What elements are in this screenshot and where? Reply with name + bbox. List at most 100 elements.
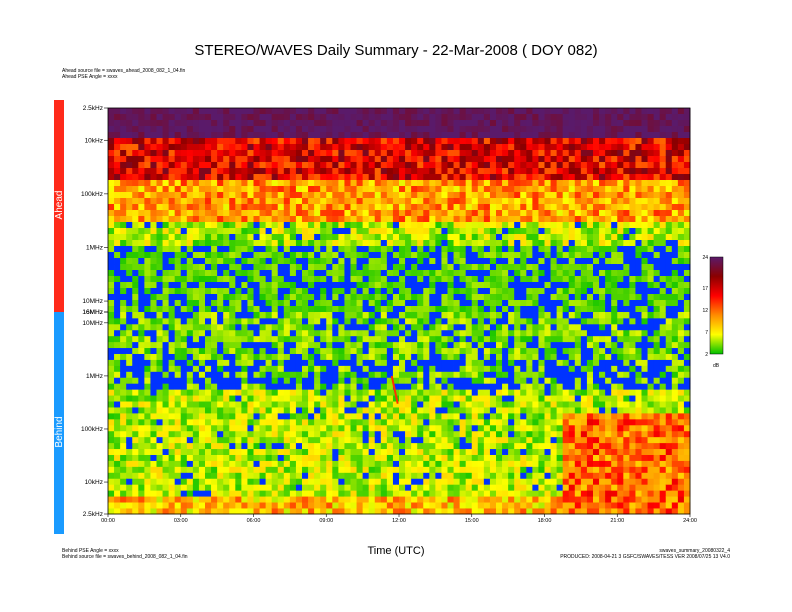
heatmap-cell <box>489 496 497 503</box>
heatmap-cell <box>162 258 170 265</box>
heatmap-cell <box>477 192 485 199</box>
heatmap-cell <box>332 329 339 337</box>
heatmap-cell <box>350 288 357 295</box>
heatmap-cell <box>405 168 412 175</box>
heatmap-cell <box>429 353 436 360</box>
heatmap-cell <box>326 288 333 295</box>
heatmap-cell <box>259 198 267 205</box>
heatmap-cell <box>229 466 236 473</box>
heatmap-cell <box>132 168 139 175</box>
heatmap-cell <box>429 132 436 139</box>
heatmap-cell <box>144 377 151 384</box>
heatmap-cell <box>399 156 406 163</box>
heatmap-cell <box>350 150 357 157</box>
heatmap-cell <box>514 312 521 319</box>
heatmap-cell <box>247 258 254 265</box>
heatmap-cell <box>295 216 303 223</box>
heatmap-cell <box>356 276 364 283</box>
heatmap-cell <box>399 329 406 337</box>
heatmap-cell <box>126 246 133 253</box>
heatmap-cell <box>477 407 485 414</box>
heatmap-cell <box>235 341 242 349</box>
heatmap-cell <box>435 108 442 115</box>
heatmap-cell <box>265 371 273 378</box>
heatmap-cell <box>271 466 279 473</box>
heatmap-cell <box>259 335 267 343</box>
heatmap-cell <box>247 264 254 271</box>
heatmap-cell <box>344 335 351 343</box>
heatmap-cell <box>241 114 248 121</box>
heatmap-cell <box>126 222 133 229</box>
heatmap-cell <box>289 359 297 366</box>
heatmap-cell <box>241 234 248 241</box>
heatmap-cell <box>459 228 467 235</box>
heatmap-cell <box>314 359 321 366</box>
heatmap-cell <box>544 162 551 169</box>
heatmap-cell <box>138 252 145 259</box>
heatmap-cell <box>120 276 127 283</box>
heatmap-cell <box>162 204 170 211</box>
heatmap-cell <box>144 478 151 485</box>
heatmap-cell <box>150 120 157 127</box>
heatmap-cell <box>399 192 406 199</box>
heatmap-cell <box>356 460 364 467</box>
heatmap-cell <box>192 395 200 402</box>
heatmap-cell <box>259 162 267 169</box>
heatmap-cell <box>156 365 163 372</box>
heatmap-cell <box>423 407 430 414</box>
heatmap-cell <box>411 377 418 384</box>
heatmap-cell <box>120 347 127 354</box>
heatmap-cell <box>508 365 515 372</box>
heatmap-cell <box>441 347 448 354</box>
heatmap-cell <box>186 252 194 259</box>
heatmap-cell <box>508 126 515 133</box>
heatmap-cell <box>241 508 248 515</box>
heatmap-cell <box>302 246 309 253</box>
heatmap-cell <box>483 114 491 121</box>
heatmap-cell <box>392 228 400 235</box>
heatmap-cell <box>126 306 133 313</box>
heatmap-cell <box>156 454 163 461</box>
heatmap-cell <box>253 442 260 450</box>
heatmap-cell <box>417 496 424 503</box>
heatmap-cell <box>459 108 467 115</box>
heatmap-cell <box>265 120 273 127</box>
heatmap-cell <box>223 126 230 133</box>
heatmap-cell <box>138 490 145 497</box>
heatmap-cell <box>271 395 279 402</box>
heatmap-cell <box>253 454 260 461</box>
heatmap-cell <box>405 258 412 265</box>
heatmap-cell <box>253 424 260 432</box>
heatmap-cell <box>459 198 467 205</box>
heatmap-cell <box>277 407 285 414</box>
heatmap-cell <box>289 454 297 461</box>
heatmap-cell <box>423 454 430 461</box>
heatmap-cell <box>283 294 291 301</box>
heatmap-cell <box>344 198 351 205</box>
heatmap-cell <box>247 228 254 235</box>
heatmap-cell <box>332 401 339 408</box>
heatmap-cell <box>223 508 230 515</box>
heatmap-cell <box>253 407 260 414</box>
heatmap-cell <box>423 312 430 319</box>
heatmap-cell <box>399 198 406 205</box>
heatmap-cell <box>314 377 321 384</box>
heatmap-cell <box>247 317 254 325</box>
heatmap-cell <box>108 240 115 247</box>
heatmap-cell <box>520 120 527 127</box>
heatmap-cell <box>435 401 442 408</box>
heatmap-cell <box>162 174 170 181</box>
heatmap-cell <box>302 413 309 420</box>
heatmap-cell <box>138 270 145 277</box>
heatmap-cell <box>108 383 115 390</box>
heatmap-cell <box>186 132 194 139</box>
heatmap-cell <box>399 108 406 115</box>
heatmap-cell <box>350 294 357 301</box>
heatmap-cell <box>229 162 236 169</box>
heatmap-cell <box>520 162 527 169</box>
heatmap-cell <box>174 306 182 313</box>
heatmap-cell <box>332 341 339 349</box>
heatmap-cell <box>168 264 176 271</box>
heatmap-cell <box>186 204 194 211</box>
heatmap-cell <box>350 335 357 343</box>
